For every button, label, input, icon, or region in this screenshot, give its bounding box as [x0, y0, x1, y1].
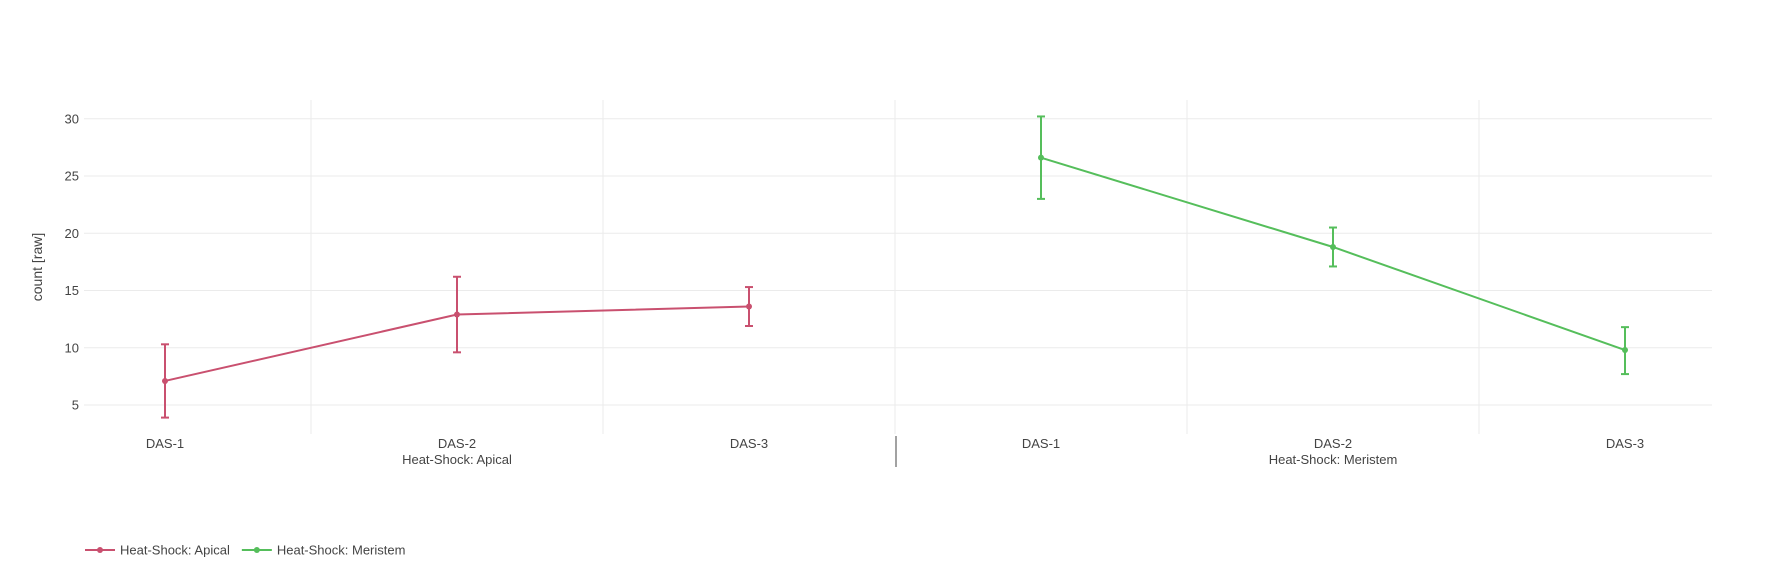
x-tick-label: DAS-2	[438, 436, 476, 451]
series-heat-shock-apical	[161, 275, 753, 419]
y-tick-label: 5	[72, 398, 79, 413]
legend[interactable]: Heat-Shock: Apical Heat-Shock: Meristem	[85, 543, 405, 558]
y-tick-label: 15	[65, 283, 79, 298]
x-axis-group-labels: Heat-Shock: Apical Heat-Shock: Meristem	[402, 452, 1397, 467]
series-heat-shock-meristem	[1037, 115, 1629, 376]
x-axis-ticks: DAS-1 DAS-2 DAS-3 DAS-1 DAS-2 DAS-3	[146, 436, 1644, 451]
x-tick-label: DAS-3	[730, 436, 768, 451]
x-group-label: Heat-Shock: Apical	[402, 452, 512, 467]
x-tick-label: DAS-1	[1022, 436, 1060, 451]
legend-label: Heat-Shock: Apical	[120, 543, 230, 558]
legend-marker	[253, 547, 260, 553]
y-tick-label: 20	[65, 226, 79, 241]
data-point	[746, 303, 752, 310]
legend-marker	[97, 547, 103, 553]
data-point	[162, 377, 168, 384]
legend-label: Heat-Shock: Meristem	[277, 543, 406, 558]
data-point	[1622, 347, 1628, 354]
y-tick-label: 30	[65, 111, 79, 126]
data-point	[1330, 243, 1336, 250]
x-tick-label: DAS-1	[146, 436, 184, 451]
data-point	[1038, 154, 1044, 161]
y-axis-ticks: 5 10 15 20 25 30	[65, 111, 79, 412]
data-point	[454, 311, 460, 318]
y-tick-label: 10	[65, 340, 79, 355]
grid-lines	[84, 100, 1712, 434]
x-tick-label: DAS-2	[1314, 436, 1352, 451]
legend-item[interactable]: Heat-Shock: Apical	[85, 543, 230, 558]
legend-item[interactable]: Heat-Shock: Meristem	[241, 543, 406, 558]
series-layer	[161, 115, 1629, 419]
y-tick-label: 25	[65, 169, 79, 184]
x-group-label: Heat-Shock: Meristem	[1269, 452, 1398, 467]
x-tick-label: DAS-3	[1606, 436, 1644, 451]
y-axis-title: count [raw]	[29, 233, 45, 301]
